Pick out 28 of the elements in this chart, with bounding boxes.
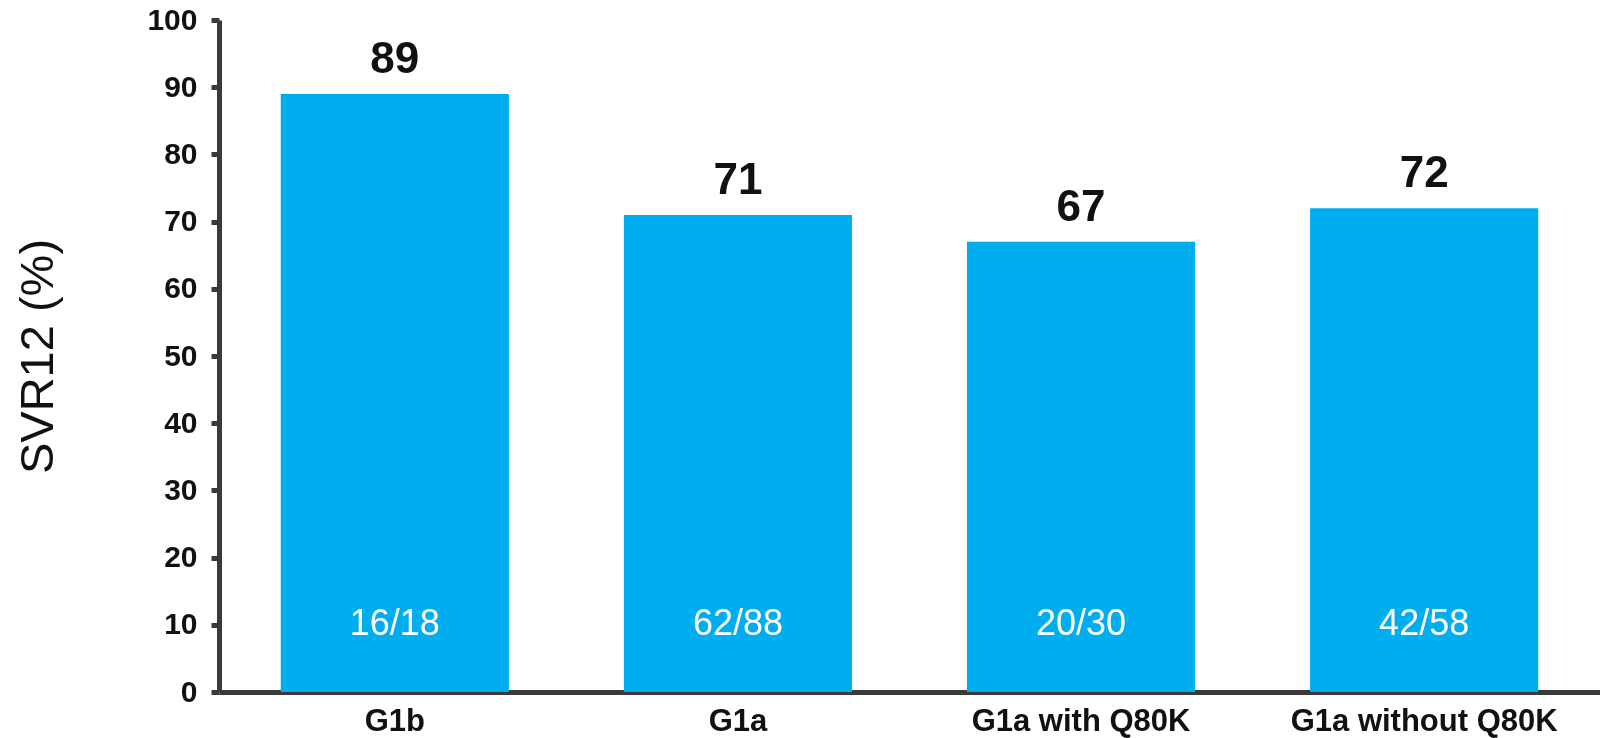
annotation: 20/30 xyxy=(1036,602,1127,643)
x-tick-label: G1a with Q80K xyxy=(971,702,1192,738)
y-tick-label: 10 xyxy=(164,607,198,641)
data-label: 71 xyxy=(713,153,763,203)
x-tick-label: G1b xyxy=(364,702,425,738)
bar xyxy=(1310,208,1539,692)
bar xyxy=(280,93,509,692)
x-tick-label: G1a without Q80K xyxy=(1290,702,1559,738)
data-label: 72 xyxy=(1399,147,1449,197)
y-tick-label: 100 xyxy=(147,2,198,36)
y-tick-label: 0 xyxy=(180,674,198,708)
annotation: 42/58 xyxy=(1379,602,1470,643)
y-tick-label: 60 xyxy=(164,271,198,305)
annotation: 16/18 xyxy=(349,602,440,643)
y-axis-title: SVR12 (%) xyxy=(10,238,64,475)
y-tick-label: 70 xyxy=(164,204,198,238)
y-tick-label: 20 xyxy=(164,540,198,574)
x-tick-label: G1a xyxy=(708,702,768,738)
bar xyxy=(966,241,1196,692)
y-tick-label: 40 xyxy=(164,405,198,439)
y-tick-label: 90 xyxy=(164,69,198,103)
y-tick-label: 80 xyxy=(164,136,198,170)
y-tick-label: 30 xyxy=(164,472,198,506)
data-label: 67 xyxy=(1056,180,1106,230)
y-tick-label: 50 xyxy=(164,338,198,372)
annotation: 62/88 xyxy=(692,602,783,643)
data-label: 89 xyxy=(370,32,420,82)
bar xyxy=(623,214,853,692)
